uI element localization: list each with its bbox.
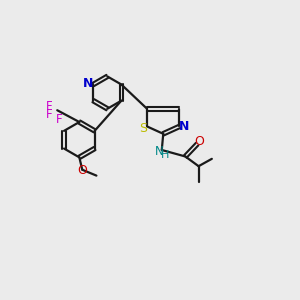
Text: O: O (194, 135, 204, 148)
Text: N: N (154, 145, 163, 158)
Text: F: F (46, 100, 52, 113)
Text: S: S (139, 122, 147, 135)
Text: N: N (83, 76, 93, 89)
Text: N: N (179, 120, 189, 133)
Text: H: H (160, 150, 169, 160)
Text: F: F (56, 113, 62, 126)
Text: O: O (77, 164, 87, 176)
Text: F: F (46, 108, 52, 121)
